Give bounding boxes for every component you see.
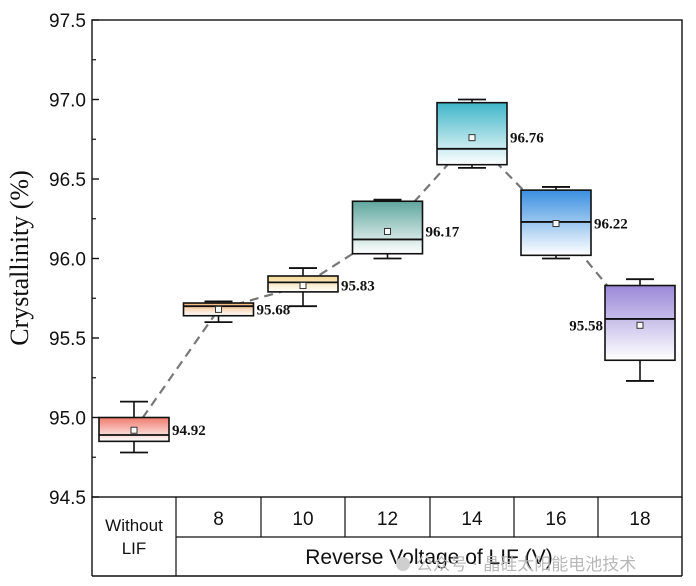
mean-value-label: 95.68 [257,302,291,318]
watermark: 公众号 · 晶硅太阳能电池技术 [396,555,636,575]
mean-value-label: 95.58 [569,318,603,334]
mean-marker [130,426,138,434]
mean-value-label: 95.83 [341,279,375,295]
box-3: 96.17 [351,198,460,260]
y-tick-label: 96.5 [49,170,86,191]
y-tick-label: 95.0 [49,409,86,430]
y-tick-label: 97.0 [49,91,86,112]
category-label: 14 [461,509,483,530]
mean-marker [299,282,307,290]
box-5: 96.22 [520,186,628,260]
category-label: 16 [545,509,566,530]
category-labels: Without LIF 8 10 12 14 16 18 [105,509,650,558]
mean-value-label: 96.22 [594,217,628,233]
mean-trend-line [133,136,641,431]
mean-marker [552,220,560,228]
mean-value-label: 96.17 [426,224,460,240]
category-label: 10 [292,509,313,530]
x-axis-label: Reverse Voltage of LIF (V) [305,546,552,569]
wechat-icon [396,557,410,571]
mean-value-label: 94.92 [172,423,206,439]
category-label: 18 [629,509,650,530]
watermark-text: 公众号 · 晶硅太阳能电池技术 [416,555,636,575]
category-table [91,497,683,577]
y-tick-label: 97.5 [49,11,86,32]
mean-marker [468,134,476,142]
box-1: 95.68 [182,300,291,324]
category-label: 8 [213,509,224,530]
y-axis-label: Crystallinity (%) [5,170,34,345]
box-plots: 94.92 95.68 95.83 96.17 96.76 96.22 95.58 [98,98,676,454]
category-label: 12 [377,509,398,530]
box-0: 94.92 [98,400,206,454]
mean-marker [384,227,391,235]
y-axis-ticks: 94.5 95.0 95.5 96.0 96.5 97.0 97.5 [49,11,99,509]
category-label-line: Without [105,516,163,535]
box-6: 95.58 [569,278,676,382]
box-2: 95.83 [267,267,375,308]
y-tick-label: 96.0 [49,250,86,271]
box-body [351,200,424,255]
category-label-line: LIF [122,539,147,558]
y-tick-label: 94.5 [49,488,86,509]
mean-marker [215,305,222,313]
mean-value-label: 96.76 [510,131,544,147]
mean-marker [636,321,644,329]
box-4: 96.76 [436,98,544,169]
box-body [436,101,508,166]
y-tick-label: 95.5 [49,329,86,350]
